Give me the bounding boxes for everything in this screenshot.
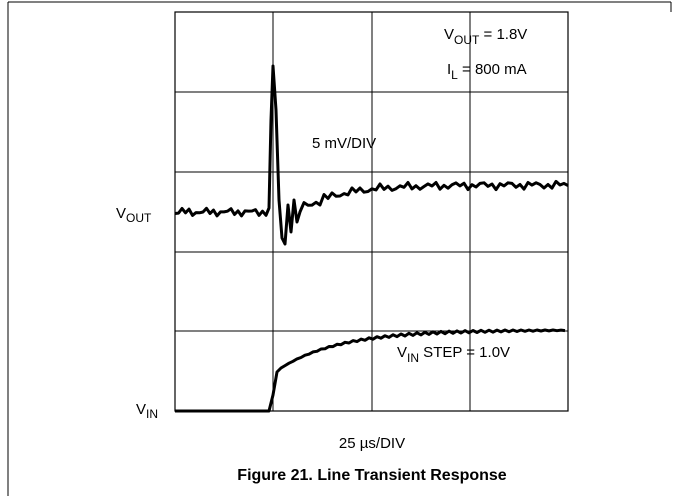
load-setting: IL = 800 mA (447, 61, 527, 82)
vin-trace (175, 328, 566, 413)
vout-trace (174, 64, 569, 246)
vout-label: VOUT (116, 205, 152, 225)
vout-setting: VOUT = 1.8V (444, 26, 527, 47)
vin-label: VIN (136, 401, 158, 421)
caption: Figure 21. Line Transient Response (237, 467, 507, 484)
time-scale: 25 µs/DIV (339, 435, 405, 452)
vout-scale: 5 mV/DIV (312, 135, 376, 152)
vin-step: VIN STEP = 1.0V (397, 344, 510, 365)
